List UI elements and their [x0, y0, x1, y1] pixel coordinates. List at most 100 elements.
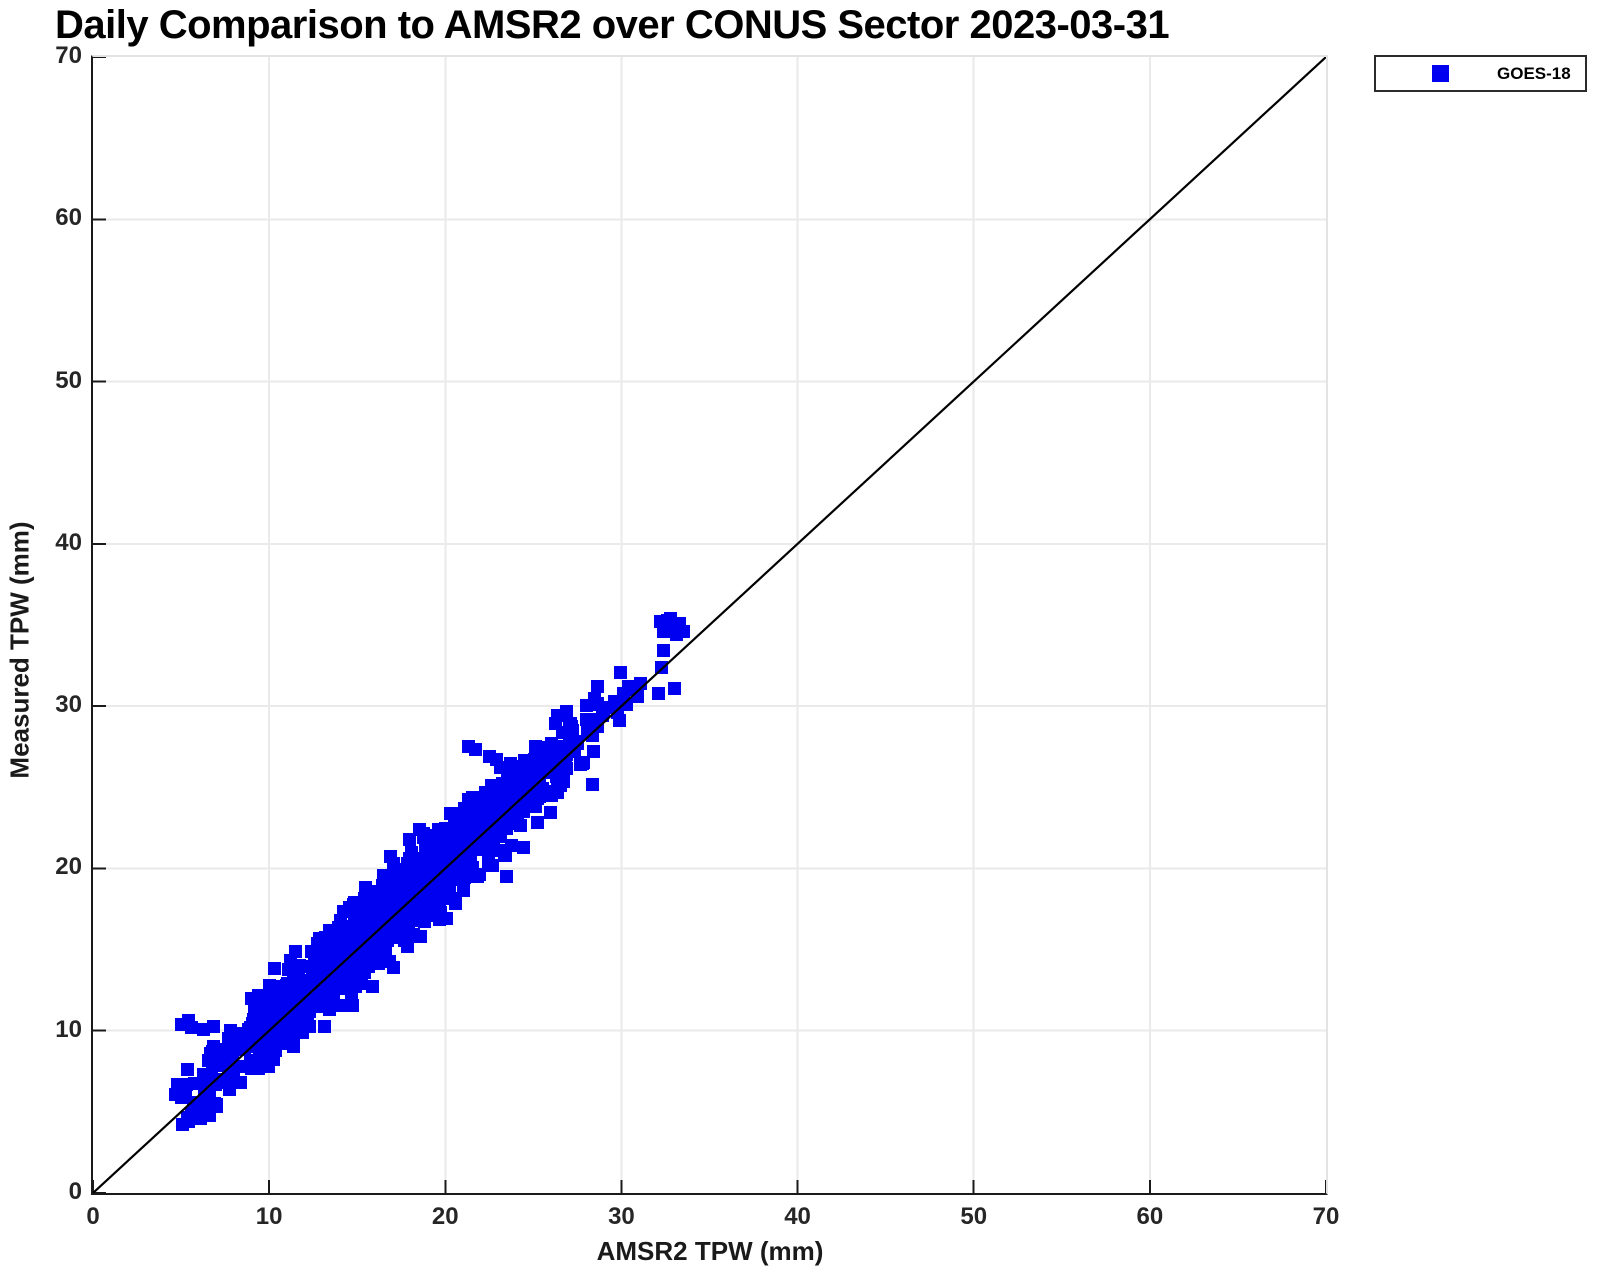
scatter-point: [514, 775, 527, 788]
scatter-point: [384, 850, 397, 863]
scatter-point: [529, 740, 542, 753]
scatter-point: [249, 1040, 262, 1053]
scatter-point: [596, 709, 609, 722]
scatter-point: [207, 1020, 220, 1033]
scatter-point: [389, 867, 402, 880]
scatter-point: [668, 682, 681, 695]
scatter-point: [245, 992, 258, 1005]
x-tick-label: 40: [784, 1203, 811, 1230]
scatter-point: [238, 1043, 251, 1056]
scatter-point: [303, 1005, 316, 1018]
scatter-point: [503, 790, 516, 803]
plot-svg: [93, 57, 1326, 1193]
scatter-point: [439, 883, 452, 896]
scatter-point: [234, 1076, 247, 1089]
scatter-point: [280, 1001, 293, 1014]
scatter-point: [429, 831, 442, 844]
scatter-point: [414, 930, 427, 943]
identity-line: [93, 57, 1326, 1193]
x-tick-label: 50: [960, 1203, 988, 1230]
scatter-point: [449, 897, 462, 910]
legend-marker-square-icon: [1432, 65, 1449, 82]
y-tick-label: 20: [55, 853, 82, 881]
scatter-point: [490, 753, 503, 766]
scatter-point: [278, 1024, 291, 1037]
scatter-point: [469, 743, 482, 756]
scatter-point: [253, 1051, 266, 1064]
scatter-point: [347, 898, 360, 911]
scatter-point: [210, 1100, 223, 1113]
scatter-point: [457, 884, 470, 897]
scatter-point: [417, 831, 430, 844]
x-tick-label: 70: [1312, 1203, 1340, 1230]
scatter-point: [383, 888, 396, 901]
scatter-point: [320, 989, 333, 1002]
scatter-point: [620, 698, 633, 711]
x-axis-label: AMSR2 TPW (mm): [596, 1236, 824, 1266]
scatter-point: [335, 999, 348, 1012]
scatter-point: [652, 687, 665, 700]
scatter-point: [458, 805, 471, 818]
scatter-point: [576, 757, 589, 770]
scatter-point: [268, 962, 281, 975]
scatter-point: [517, 841, 530, 854]
scatter-point: [401, 857, 414, 870]
scatter-point: [394, 931, 407, 944]
y-tick-label: 50: [55, 366, 82, 394]
scatter-point: [346, 999, 359, 1012]
scatter-point: [466, 791, 479, 804]
scatter-point: [422, 905, 435, 918]
scatter-point: [584, 718, 597, 731]
scatter-point: [248, 1003, 261, 1016]
scatter-point: [453, 817, 466, 830]
scatter-point: [657, 644, 670, 657]
scatter-point: [222, 1052, 235, 1065]
scatter-point: [287, 1040, 300, 1053]
scatter-point: [496, 822, 509, 835]
scatter-point: [306, 968, 319, 981]
scatter-point: [591, 697, 604, 710]
x-tick-label: 60: [1136, 1203, 1164, 1230]
scatter-point: [366, 980, 379, 993]
scatter-point: [500, 870, 513, 883]
scatter-point: [622, 680, 635, 693]
scatter-point: [657, 625, 670, 638]
scatter-point: [489, 807, 502, 820]
scatter-point: [323, 924, 336, 937]
scatter-point: [670, 628, 683, 641]
axis-ticks: [93, 57, 1326, 1193]
scatter-point: [367, 924, 380, 937]
scatter-point: [362, 960, 375, 973]
scatter-point: [207, 1040, 220, 1053]
scatter-point: [571, 737, 584, 750]
scatter-point: [267, 1053, 280, 1066]
y-tick-label: 0: [68, 1178, 82, 1205]
scatter-point: [303, 1020, 316, 1033]
scatter-point: [185, 1021, 198, 1034]
scatter-point: [614, 666, 627, 679]
scatter-point: [475, 826, 488, 839]
y-tick-label: 30: [55, 691, 82, 719]
scatter-point: [372, 957, 385, 970]
scatter-point: [318, 1020, 331, 1033]
scatter-point: [379, 871, 392, 884]
scatter-point: [557, 726, 570, 739]
scatter-point: [288, 1026, 301, 1039]
scatter-point: [226, 1041, 239, 1054]
scatter-point: [197, 1023, 210, 1036]
scatter-points: [169, 612, 690, 1131]
scatter-point: [289, 945, 302, 958]
scatter-point: [586, 778, 599, 791]
scatter-point: [181, 1063, 194, 1076]
scatter-point: [313, 932, 326, 945]
scatter-point: [293, 959, 306, 972]
scatter-point: [524, 786, 537, 799]
scatter-point: [281, 977, 294, 990]
scatter-point: [266, 1017, 279, 1030]
scatter-point: [402, 909, 415, 922]
scatter-point: [505, 839, 518, 852]
scatter-point: [468, 807, 481, 820]
legend-box: GOES-18: [1374, 55, 1587, 92]
scatter-point: [444, 807, 457, 820]
